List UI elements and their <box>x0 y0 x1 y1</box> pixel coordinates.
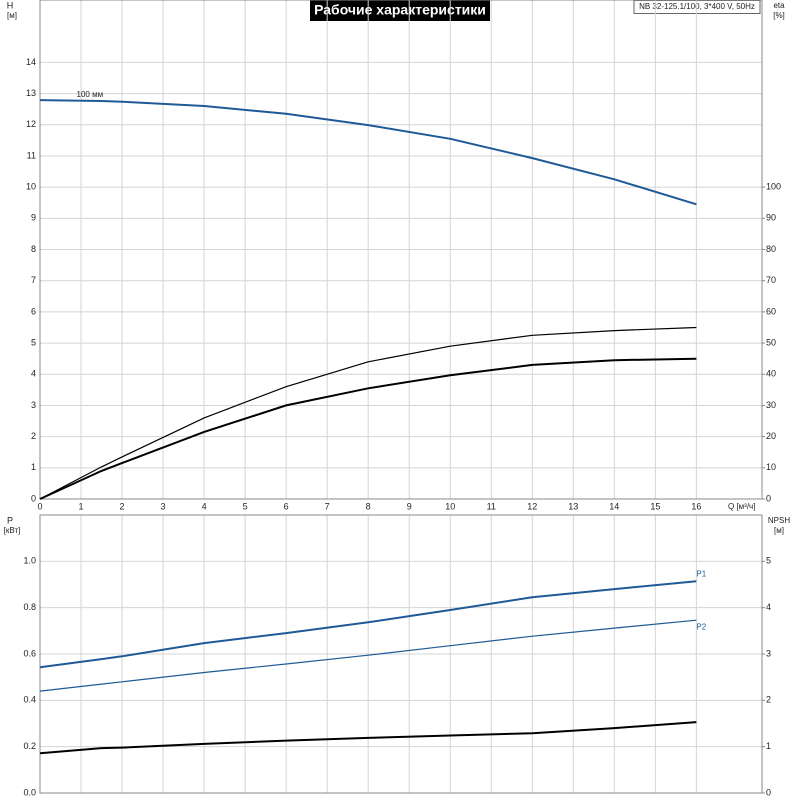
x-tick-label: 1 <box>79 501 84 511</box>
y2-tick-label: 4 <box>766 602 771 612</box>
y-tick-label: 0.8 <box>23 602 36 612</box>
y-tick-label: 0.0 <box>23 787 36 797</box>
x-tick-label: 14 <box>609 501 619 511</box>
curve-label: P1 <box>696 569 706 578</box>
y-tick-label: 4 <box>31 369 36 379</box>
y2-axis-label: eta <box>773 1 785 10</box>
y2-tick-label: 40 <box>766 369 776 379</box>
y2-tick-label: 10 <box>766 462 776 472</box>
x-tick-label: 16 <box>691 501 701 511</box>
curve-label: 100 мм <box>77 90 104 99</box>
y-tick-label: 6 <box>31 306 36 316</box>
series-line <box>39 99 697 206</box>
y-tick-label: 11 <box>27 150 36 160</box>
x-tick-label: 11 <box>487 501 496 511</box>
plot-frame <box>39 514 763 794</box>
chart-title: Рабочие характеристики <box>314 2 486 18</box>
y-tick-label: 5 <box>31 337 36 347</box>
series-line <box>39 326 697 500</box>
y-axis-unit: [м] <box>7 11 17 20</box>
y-tick-label: 8 <box>31 244 36 254</box>
y-tick-label: 10 <box>26 182 36 192</box>
y-tick-label: 0 <box>31 493 36 503</box>
y2-tick-label: 5 <box>766 556 771 566</box>
y-tick-label: 12 <box>26 119 36 129</box>
x-tick-label: 7 <box>325 501 330 511</box>
x-tick-label: 0 <box>37 501 42 511</box>
y-tick-label: 0.2 <box>23 741 36 751</box>
y-axis-label: P <box>7 515 13 525</box>
x-tick-label: 2 <box>120 501 125 511</box>
y-tick-label: 2 <box>31 431 36 441</box>
y-tick-label: 13 <box>26 88 36 98</box>
x-tick-label: 8 <box>366 501 371 511</box>
y2-axis-unit: [м] <box>774 526 784 535</box>
x-tick-label: 6 <box>284 501 289 511</box>
y2-tick-label: 0 <box>766 787 771 797</box>
y2-tick-label: 80 <box>766 244 776 254</box>
y-tick-label: 9 <box>31 213 36 223</box>
y2-tick-label: 100 <box>766 182 781 192</box>
y2-axis-unit: [%] <box>773 11 785 20</box>
y2-tick-label: 90 <box>766 213 776 223</box>
y-tick-label: 1.0 <box>23 556 36 566</box>
y2-tick-label: 30 <box>766 400 776 410</box>
series-line <box>39 721 697 755</box>
y2-axis-label: NPSH <box>768 516 790 525</box>
y-tick-label: 1 <box>31 462 36 472</box>
y2-tick-label: 20 <box>766 431 776 441</box>
title-box <box>310 0 490 21</box>
series-line <box>39 580 697 669</box>
y2-tick-label: 60 <box>766 306 776 316</box>
y-tick-label: 0.6 <box>23 648 36 658</box>
y2-tick-label: 0 <box>766 493 771 503</box>
y2-tick-label: 2 <box>766 695 771 705</box>
x-tick-label: 9 <box>407 501 412 511</box>
y-tick-label: 7 <box>31 275 36 285</box>
series-line <box>39 619 697 692</box>
x-tick-label: 13 <box>568 501 578 511</box>
y-axis-label: H <box>7 0 14 10</box>
x-tick-label: 5 <box>243 501 248 511</box>
x-tick-label: 12 <box>527 501 537 511</box>
y-tick-label: 3 <box>31 400 36 410</box>
x-tick-label: 10 <box>445 501 455 511</box>
x-tick-label: 15 <box>650 501 660 511</box>
series-line <box>39 357 697 500</box>
x-tick-label: 4 <box>202 501 207 511</box>
y2-tick-label: 3 <box>766 648 771 658</box>
y-axis-unit: [кВт] <box>4 526 21 535</box>
y-tick-label: 0.4 <box>23 695 36 705</box>
y2-tick-label: 50 <box>766 337 776 347</box>
x-tick-label: 3 <box>161 501 166 511</box>
x-axis-label: Q [м³/ч] <box>728 502 755 511</box>
y-tick-label: 14 <box>26 57 36 67</box>
y2-tick-label: 70 <box>766 275 776 285</box>
y2-tick-label: 1 <box>766 741 771 751</box>
curve-label: P2 <box>696 622 706 631</box>
plot-frame <box>39 0 763 500</box>
model-label: NB 32-125.1/100, 3*400 V, 50Hz <box>639 2 755 11</box>
